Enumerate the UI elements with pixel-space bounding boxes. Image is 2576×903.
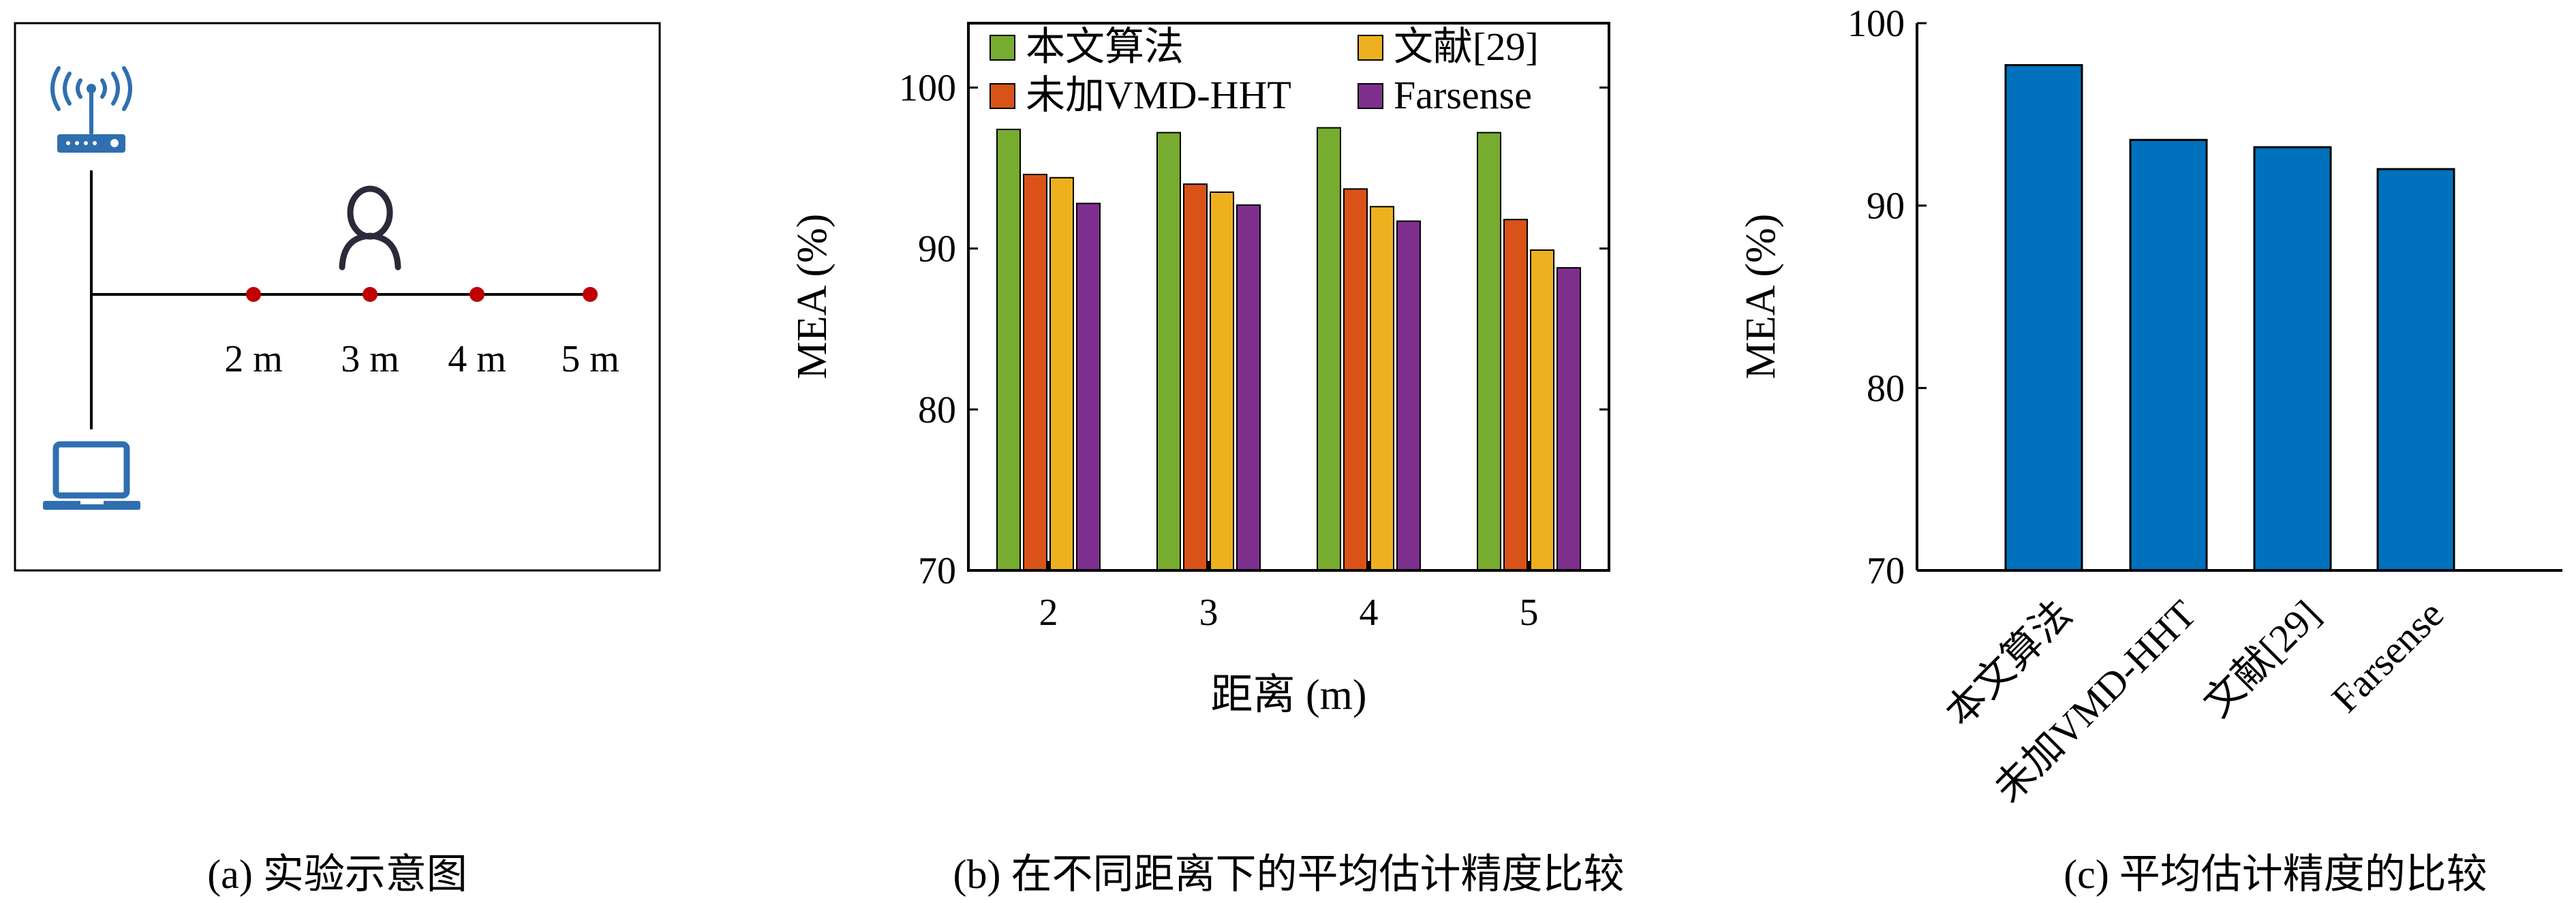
bar-red-2 <box>1023 174 1047 572</box>
legend-label-series-1: 本文算法 <box>1026 25 1184 69</box>
caption-a: (a) 实验示意图 <box>207 852 467 897</box>
legend-label-series-3: 文献[29] <box>1394 25 1539 69</box>
legend-label-series-2: 未加VMD-HHT <box>1026 73 1291 117</box>
panel-a-schematic: 2 m 3 m 4 m 5 m <box>14 22 661 572</box>
laptop-icon <box>43 441 140 510</box>
bar-green-4 <box>1317 127 1341 571</box>
chart-b-axes-frame <box>967 22 1610 572</box>
bar-green-5 <box>1477 132 1501 572</box>
bar-purple-4 <box>1396 220 1421 571</box>
x-tick-label-3: 3 <box>1199 592 1218 634</box>
distance-label-5m: 5 m <box>561 338 619 380</box>
bar-0 <box>2004 64 2083 572</box>
x-tick-label-5: 5 <box>1520 592 1539 634</box>
bar-red-4 <box>1343 188 1368 571</box>
y-tick-label-70: 70 <box>918 550 956 592</box>
chart-b-bars <box>996 127 1581 572</box>
point-3m <box>363 287 378 302</box>
bar-yellow-3 <box>1210 191 1234 571</box>
legend-label-series-4: Farsense <box>1394 73 1532 117</box>
panel-a-frame <box>14 22 661 572</box>
person-icon <box>339 185 401 271</box>
caption-b: (b) 在不同距离下的平均估计精度比较 <box>953 852 1625 897</box>
point-2m <box>246 287 261 302</box>
point-5m <box>583 287 598 302</box>
x-tick-label-3: Farsense <box>2323 592 2452 720</box>
chart-c-ylabel: MEA (%) <box>1738 214 1784 380</box>
bar-1 <box>2129 138 2208 572</box>
bar-purple-2 <box>1076 202 1101 571</box>
chart-b-ticks: 2 3 4 5 70 80 90 100 <box>899 67 1609 634</box>
bar-3 <box>2376 168 2455 572</box>
chart-b-ylabel: MEA (%) <box>789 214 835 380</box>
bar-green-2 <box>996 128 1021 571</box>
bar-green-3 <box>1156 132 1181 572</box>
bar-yellow-2 <box>1049 177 1074 571</box>
caption-c: (c) 平均估计精度的比较 <box>2064 852 2487 897</box>
distance-label-3m: 3 m <box>341 338 399 380</box>
legend-swatch-purple <box>1358 83 1383 109</box>
bar-purple-5 <box>1557 266 1581 571</box>
bar-yellow-4 <box>1370 206 1394 572</box>
y-tick-label-100: 100 <box>1847 3 1905 45</box>
bar-purple-3 <box>1236 204 1261 572</box>
distance-label-4m: 4 m <box>448 338 506 380</box>
bar-yellow-5 <box>1530 249 1554 571</box>
chart-b-legend: 本文算法 文献[29] 未加VMD-HHT Farsense <box>990 25 1539 117</box>
y-tick-label-90: 90 <box>918 228 956 271</box>
bar-red-5 <box>1503 219 1528 571</box>
chart-b-xlabel: 距离 (m) <box>1210 672 1366 718</box>
chart-b-grouped-bars: 2 3 4 5 70 80 90 100 MEA (%) 距离 (m) 本文算法 文献[29]… <box>789 22 1610 718</box>
bar-red-3 <box>1183 183 1208 572</box>
legend-swatch-green <box>990 35 1015 61</box>
point-4m <box>470 287 485 302</box>
x-tick-label-4: 4 <box>1360 592 1379 634</box>
y-tick-label-70: 70 <box>1867 550 1905 592</box>
distance-label-2m: 2 m <box>224 338 283 380</box>
y-tick-label-80: 80 <box>1867 367 1905 410</box>
legend-swatch-yellow <box>1358 35 1383 61</box>
y-tick-label-90: 90 <box>1867 185 1905 228</box>
router-icon <box>50 66 132 153</box>
legend-swatch-red <box>990 83 1015 109</box>
y-tick-label-80: 80 <box>918 389 956 431</box>
x-tick-label-2: 2 <box>1039 592 1058 634</box>
y-tick-label-100: 100 <box>899 67 956 109</box>
bar-2 <box>2253 146 2332 572</box>
x-tick-label-2: 文献[29] <box>2195 592 2329 725</box>
chart-c-bar-group <box>2004 64 2455 572</box>
